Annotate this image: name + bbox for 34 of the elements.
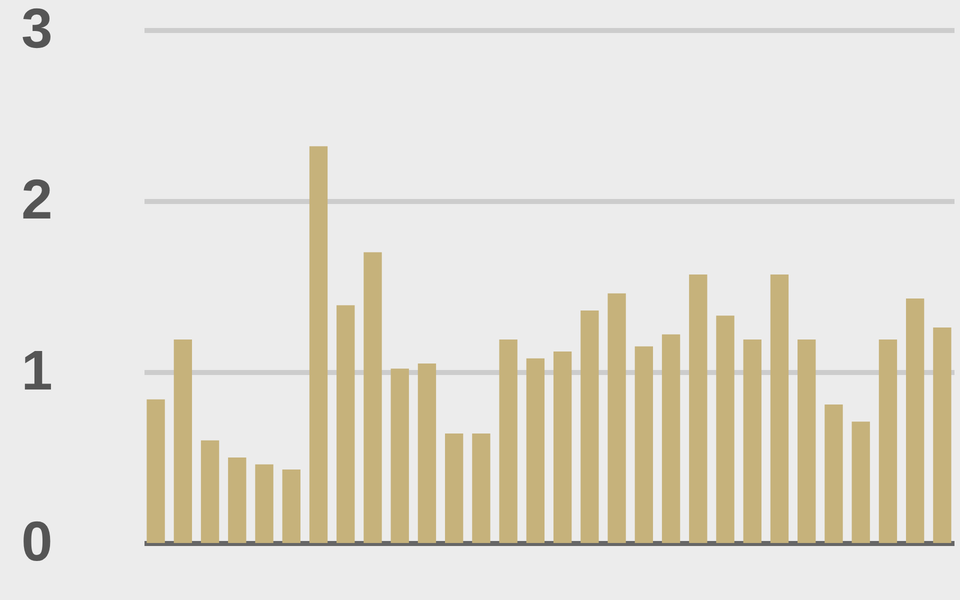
y-tick-label: 0 — [21, 510, 52, 572]
bar — [228, 458, 246, 543]
bar — [662, 334, 680, 543]
bar — [878, 340, 898, 543]
bar — [146, 399, 165, 543]
bar — [336, 305, 355, 543]
bar — [200, 440, 220, 543]
bar — [906, 298, 924, 543]
bar — [418, 363, 436, 543]
bar — [852, 422, 870, 543]
bar — [824, 404, 843, 543]
bar — [499, 340, 518, 543]
bar — [743, 340, 762, 543]
bar — [174, 340, 192, 543]
bar — [580, 310, 599, 543]
bar — [716, 316, 734, 543]
bar — [553, 351, 572, 543]
bar — [689, 274, 708, 543]
bar — [445, 434, 464, 543]
bar — [390, 368, 409, 543]
y-tick-label: 2 — [21, 168, 52, 230]
bar — [472, 434, 490, 543]
bar — [634, 346, 653, 543]
y-tick-label: 1 — [21, 338, 52, 402]
bar — [282, 469, 300, 543]
bar — [255, 464, 274, 543]
bar — [608, 293, 626, 543]
bar — [364, 252, 382, 543]
bar — [770, 274, 789, 543]
bar — [309, 146, 328, 543]
bar — [798, 340, 816, 543]
bar — [526, 358, 545, 543]
bar — [933, 328, 952, 543]
y-tick-label: 3 — [21, 0, 52, 60]
